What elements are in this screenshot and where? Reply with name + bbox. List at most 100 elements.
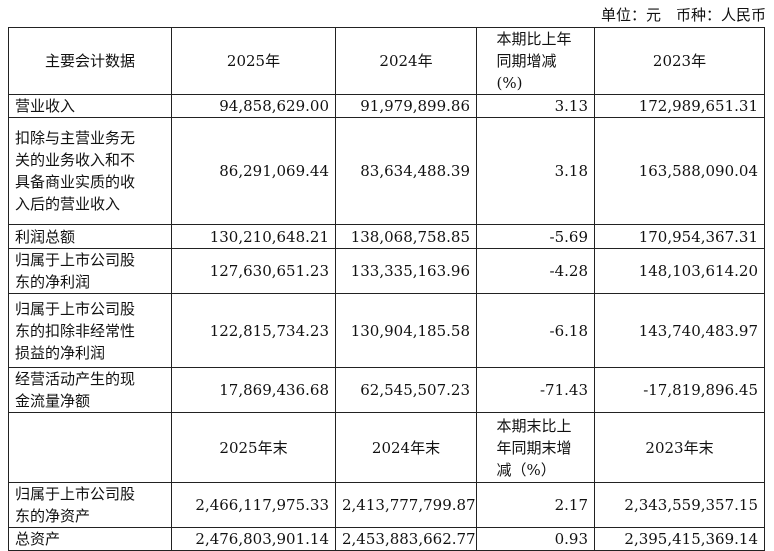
cell-text: 130,210,648.21 — [209, 227, 329, 246]
value-cell: 3.18 — [476, 117, 595, 225]
cell-text: 2025年末 — [219, 438, 288, 457]
cell-text: 2025年 — [226, 52, 281, 70]
value-cell: 143,740,483.97 — [594, 293, 765, 368]
cell-text: -71.43 — [539, 381, 588, 399]
cell-text: -6.18 — [549, 321, 588, 340]
value-cell: 2,476,803,901.14 — [171, 527, 336, 551]
data-row: 营业收入 94,858,629.00 91,979,899.86 3.13 172,98… — [8, 94, 765, 118]
value-cell: 17,869,436.68 — [171, 367, 336, 413]
cell-text: 172,989,651.31 — [638, 97, 758, 115]
cell-text: 83,634,488.39 — [360, 162, 470, 180]
value-cell: 2,466,117,975.33 — [171, 482, 336, 528]
cell-text: 利润总额 — [15, 227, 76, 246]
subheader-row: 2025年末 2024年末 本期末比上年同期末增减（%） 2023年末 — [8, 412, 765, 483]
cell-text: 62,545,507.23 — [360, 381, 470, 399]
value-cell: -6.18 — [476, 293, 595, 368]
value-cell: 138,068,758.85 — [335, 224, 477, 249]
value-cell: 2,453,883,662.77 — [335, 527, 477, 551]
cell-text: 归属于上市公司股东的净利润 — [15, 251, 136, 291]
cell-text: 148,103,614.20 — [638, 262, 758, 280]
value-cell: 163,588,090.04 — [594, 117, 765, 225]
data-row: 归属于上市公司股东的净资产 2,466,117,975.33 2,413,777,7… — [8, 482, 765, 528]
header-cell: 2025年 — [171, 27, 336, 95]
cell-text: 2023年末 — [645, 438, 714, 457]
page: 单位：元 币种：人民币 主要会计数据 2025年 2024年 本期比上年同期增减(%)… — [8, 6, 766, 551]
header-cell: 2023年 — [594, 27, 765, 95]
header-row: 主要会计数据 2025年 2024年 本期比上年同期增减(%) 2023年 — [8, 27, 765, 95]
cell-text: 2023年 — [652, 52, 707, 70]
cell-text: 2,466,117,975.33 — [195, 496, 329, 514]
row-label: 营业收入 — [8, 94, 172, 118]
cell-text: -17,819,896.45 — [643, 381, 758, 399]
header-cell: 主要会计数据 — [8, 27, 172, 95]
header-cell: 本期比上年同期增减(%) — [476, 27, 595, 95]
cell-text: 138,068,758.85 — [350, 227, 470, 246]
value-cell: 127,630,651.23 — [171, 248, 336, 294]
value-cell: 91,979,899.86 — [335, 94, 477, 118]
cell-text: 2.17 — [554, 496, 588, 514]
cell-text: 2024年 — [379, 52, 433, 70]
header-cell: 2024年末 — [335, 412, 477, 483]
cell-text: 127,630,651.23 — [209, 262, 329, 280]
cell-text: -5.69 — [549, 227, 588, 246]
value-cell: 172,989,651.31 — [594, 94, 765, 118]
data-row: 扣除与主营业务无关的业务收入和不具备商业实质的收入后的营业收入 86,291,06… — [8, 117, 765, 225]
cell-text: 0.93 — [554, 530, 588, 548]
header-cell: 2024年 — [335, 27, 477, 95]
value-cell: -17,819,896.45 — [594, 367, 765, 413]
header-cell: 2023年末 — [594, 412, 765, 483]
value-cell: 170,954,367.31 — [594, 224, 765, 249]
data-row: 归属于上市公司股东的扣除非经常性损益的净利润 122,815,734.23 130,… — [8, 293, 765, 368]
cell-text: 2,343,559,357.15 — [624, 496, 758, 514]
value-cell: 62,545,507.23 — [335, 367, 477, 413]
value-cell: 148,103,614.20 — [594, 248, 765, 294]
cell-text: 143,740,483.97 — [638, 321, 758, 340]
value-cell: 2.17 — [476, 482, 595, 528]
data-row: 归属于上市公司股东的净利润 127,630,651.23 133,335,163.9… — [8, 248, 765, 294]
data-row: 总资产 2,476,803,901.14 2,453,883,662.77 0.93 2… — [8, 527, 765, 551]
row-label: 经营活动产生的现金流量净额 — [8, 367, 172, 413]
value-cell: 2,343,559,357.15 — [594, 482, 765, 528]
value-cell: 133,335,163.96 — [335, 248, 477, 294]
value-cell: -71.43 — [476, 367, 595, 413]
cell-text: 163,588,090.04 — [638, 162, 758, 180]
value-cell: 94,858,629.00 — [171, 94, 336, 118]
row-label: 扣除与主营业务无关的业务收入和不具备商业实质的收入后的营业收入 — [8, 117, 172, 225]
data-row: 经营活动产生的现金流量净额 17,869,436.68 62,545,507.23 -… — [8, 367, 765, 413]
data-row: 利润总额 130,210,648.21 138,068,758.85 -5.69 170… — [8, 224, 765, 249]
cell-text: 归属于上市公司股东的扣除非经常性损益的净利润 — [15, 299, 136, 362]
cell-text: -4.28 — [549, 262, 588, 280]
cell-text: 扣除与主营业务无关的业务收入和不具备商业实质的收入后的营业收入 — [15, 129, 136, 213]
row-label: 归属于上市公司股东的净资产 — [8, 482, 172, 528]
cell-text: 本期末比上年同期末增减（%） — [496, 416, 572, 479]
value-cell: 130,210,648.21 — [171, 224, 336, 249]
cell-text: 91,979,899.86 — [360, 97, 470, 115]
value-cell: -5.69 — [476, 224, 595, 249]
financial-table: 主要会计数据 2025年 2024年 本期比上年同期增减(%) 2023年营业收入 94,… — [8, 27, 765, 551]
cell-text: 130,904,185.58 — [350, 321, 470, 340]
value-cell: 2,413,777,799.87 — [335, 482, 477, 528]
cell-text: 2,476,803,901.14 — [195, 530, 329, 548]
table-body: 主要会计数据 2025年 2024年 本期比上年同期增减(%) 2023年营业收入 94,… — [8, 27, 765, 551]
value-cell: 3.13 — [476, 94, 595, 118]
row-label: 归属于上市公司股东的净利润 — [8, 248, 172, 294]
unit-note: 单位：元 币种：人民币 — [600, 6, 766, 24]
cell-text: 3.13 — [554, 97, 588, 115]
cell-text: 2,413,777,799.87 — [342, 496, 476, 514]
value-cell: 86,291,069.44 — [171, 117, 336, 225]
empty-cell — [8, 412, 172, 483]
value-cell: 122,815,734.23 — [171, 293, 336, 368]
cell-text: 归属于上市公司股东的净资产 — [15, 485, 136, 525]
cell-text: 总资产 — [15, 530, 61, 548]
value-cell: 2,395,415,369.14 — [594, 527, 765, 551]
value-cell: 83,634,488.39 — [335, 117, 477, 225]
cell-text: 经营活动产生的现金流量净额 — [15, 370, 136, 410]
cell-text: 本期比上年同期增减(%) — [496, 30, 572, 92]
value-cell: -4.28 — [476, 248, 595, 294]
cell-text: 133,335,163.96 — [350, 262, 470, 280]
cell-text: 122,815,734.23 — [209, 321, 329, 340]
cell-text: 主要会计数据 — [44, 52, 135, 70]
cell-text: 2024年末 — [371, 438, 441, 457]
header-cell: 本期末比上年同期末增减（%） — [476, 412, 595, 483]
value-cell: 130,904,185.58 — [335, 293, 477, 368]
